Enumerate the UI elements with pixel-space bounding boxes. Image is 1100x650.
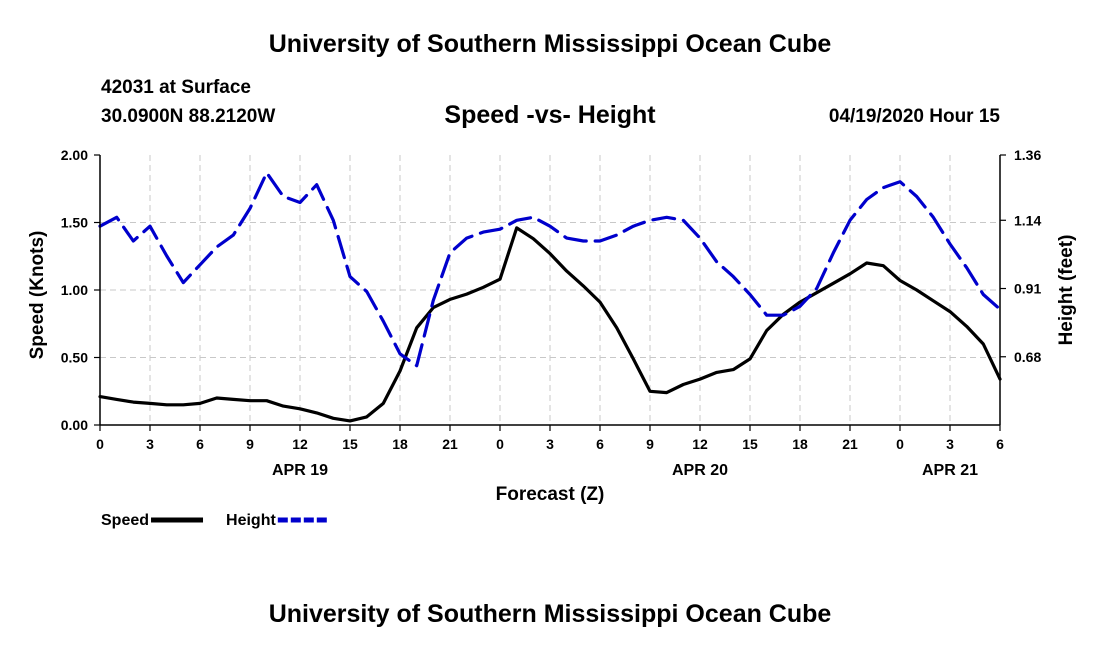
x-tick-label: 0: [496, 436, 504, 452]
y2-axis-label: Height (feet): [1056, 235, 1077, 346]
y2-tick-label: 1.14: [1014, 212, 1041, 228]
chart-title: Speed -vs- Height: [444, 101, 656, 129]
x-tick-label: 6: [996, 436, 1004, 452]
x-tick-label: 15: [342, 436, 358, 452]
y-axis-label: Speed (Knots): [27, 231, 48, 360]
x-tick-label: 18: [392, 436, 408, 452]
x-tick-label: 12: [292, 436, 308, 452]
legend-label-height: Height: [226, 512, 276, 529]
x-tick-label: 3: [946, 436, 954, 452]
footer-title: University of Southern Mississippi Ocean…: [268, 600, 832, 628]
date-label: APR 19: [272, 462, 328, 479]
page-title: University of Southern Mississippi Ocean…: [268, 30, 832, 58]
y-tick-label: 2.00: [61, 147, 88, 163]
x-axis-label: Forecast (Z): [496, 484, 605, 505]
series-line-speed: [98, 226, 1002, 423]
legend-label-speed: Speed: [101, 512, 149, 529]
x-tick-label: 6: [596, 436, 604, 452]
y-tick-label: 0.00: [61, 417, 88, 433]
station-label: 42031 at Surface: [101, 77, 251, 98]
date-label: APR 20: [672, 462, 728, 479]
y-tick-label: 1.50: [61, 215, 88, 231]
y-tick-label: 1.00: [61, 282, 88, 298]
y2-tick-label: 0.91: [1014, 281, 1041, 297]
x-tick-label: 0: [96, 436, 104, 452]
y2-tick-label: 0.68: [1014, 349, 1041, 365]
series-line-height: [98, 171, 1002, 368]
x-tick-label: 6: [196, 436, 204, 452]
x-tick-label: 21: [442, 436, 458, 452]
x-tick-label: 9: [246, 436, 254, 452]
x-tick-label: 21: [842, 436, 858, 452]
forecast-datetime: 04/19/2020 Hour 15: [828, 106, 1000, 127]
x-tick-label: 3: [546, 436, 554, 452]
date-label: APR 21: [922, 462, 978, 479]
x-tick-label: 3: [146, 436, 154, 452]
y2-tick-label: 1.36: [1014, 147, 1041, 163]
coordinates-label: 30.0900N 88.2120W: [101, 106, 276, 127]
x-tick-label: 12: [692, 436, 708, 452]
x-tick-label: 15: [742, 436, 758, 452]
x-tick-label: 18: [792, 436, 808, 452]
x-tick-label: 0: [896, 436, 904, 452]
x-tick-label: 9: [646, 436, 654, 452]
y-tick-label: 0.50: [61, 350, 88, 366]
